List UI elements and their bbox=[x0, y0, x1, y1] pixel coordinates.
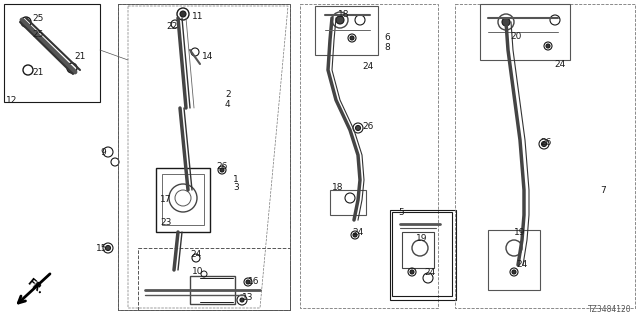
Circle shape bbox=[355, 125, 360, 131]
Text: 2: 2 bbox=[225, 90, 230, 99]
Text: FR.: FR. bbox=[25, 276, 45, 296]
Bar bbox=[156, 168, 210, 232]
Text: 18: 18 bbox=[332, 183, 344, 192]
Text: 4: 4 bbox=[225, 100, 230, 109]
Text: 21: 21 bbox=[32, 68, 44, 77]
Circle shape bbox=[502, 18, 510, 26]
Circle shape bbox=[220, 168, 224, 172]
Text: 10: 10 bbox=[192, 267, 204, 276]
Text: 18: 18 bbox=[338, 10, 349, 19]
Bar bbox=[392, 212, 452, 296]
Circle shape bbox=[336, 16, 344, 24]
Text: 6: 6 bbox=[384, 33, 390, 42]
Text: 13: 13 bbox=[242, 293, 253, 302]
Text: 8: 8 bbox=[384, 43, 390, 52]
Text: 25: 25 bbox=[32, 30, 44, 39]
Text: 11: 11 bbox=[192, 12, 204, 21]
Text: 17: 17 bbox=[160, 195, 172, 204]
Circle shape bbox=[246, 280, 250, 284]
Bar bbox=[162, 174, 204, 225]
Bar bbox=[390, 210, 456, 300]
Text: 24: 24 bbox=[362, 62, 373, 71]
Text: 19: 19 bbox=[416, 234, 428, 243]
Circle shape bbox=[512, 270, 516, 274]
Text: 24: 24 bbox=[424, 268, 435, 277]
Text: TZ3484120: TZ3484120 bbox=[588, 305, 632, 314]
Text: 26: 26 bbox=[362, 122, 373, 131]
Bar bbox=[488, 230, 540, 290]
Text: 15: 15 bbox=[96, 244, 108, 253]
Text: 14: 14 bbox=[202, 52, 213, 61]
Bar bbox=[480, 4, 570, 60]
Text: 19: 19 bbox=[514, 228, 525, 237]
Text: 23: 23 bbox=[160, 218, 172, 227]
Text: 20: 20 bbox=[510, 32, 522, 41]
Text: 24: 24 bbox=[190, 250, 201, 259]
Text: 7: 7 bbox=[600, 186, 605, 195]
Bar bbox=[300, 4, 438, 308]
Circle shape bbox=[353, 233, 357, 237]
Circle shape bbox=[350, 36, 354, 40]
Circle shape bbox=[240, 298, 244, 302]
Text: 3: 3 bbox=[233, 183, 239, 192]
Bar bbox=[402, 232, 434, 268]
Circle shape bbox=[541, 141, 547, 147]
Circle shape bbox=[410, 270, 414, 274]
Text: 26: 26 bbox=[540, 138, 552, 147]
Circle shape bbox=[106, 245, 111, 251]
Bar bbox=[330, 190, 366, 215]
Bar bbox=[455, 4, 635, 308]
Text: 21: 21 bbox=[74, 52, 85, 61]
Text: 26: 26 bbox=[216, 162, 227, 171]
Text: 24: 24 bbox=[352, 228, 364, 237]
Bar bbox=[315, 6, 378, 55]
Text: 24: 24 bbox=[554, 60, 565, 69]
Bar bbox=[138, 248, 290, 310]
Text: 16: 16 bbox=[248, 277, 259, 286]
Text: 25: 25 bbox=[32, 14, 44, 23]
Bar bbox=[4, 4, 100, 102]
Circle shape bbox=[180, 11, 186, 17]
Text: 24: 24 bbox=[516, 260, 527, 269]
Text: 9: 9 bbox=[100, 148, 106, 157]
Text: 1: 1 bbox=[233, 175, 239, 184]
Text: 12: 12 bbox=[6, 96, 17, 105]
Text: 22: 22 bbox=[166, 22, 177, 31]
Text: 5: 5 bbox=[398, 208, 404, 217]
Bar bbox=[190, 276, 235, 304]
Circle shape bbox=[546, 44, 550, 48]
